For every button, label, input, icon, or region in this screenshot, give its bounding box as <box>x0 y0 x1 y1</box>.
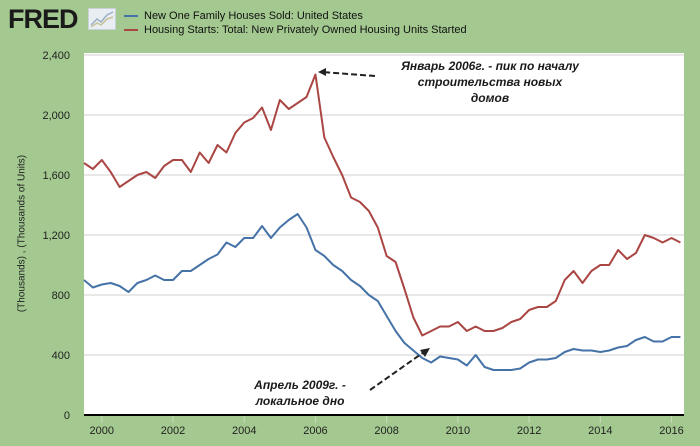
x-tick-label: 2014 <box>588 425 612 437</box>
legend-swatch-blue <box>124 15 138 18</box>
legend-item-houses-sold: New One Family Houses Sold: United State… <box>124 10 363 22</box>
peak-annotation-line: Январь 2006г. - пик по началу <box>401 59 579 73</box>
legend-item-housing-starts: Housing Starts: Total: New Privately Own… <box>124 24 467 36</box>
fred-logo: FRED <box>8 4 78 34</box>
peak-annotation-line: домов <box>470 91 510 105</box>
y-tick-label: 2,400 <box>42 50 70 62</box>
trough-arrowhead <box>420 348 430 357</box>
y-tick-label: 1,200 <box>42 230 70 242</box>
trough-annotation: Апрель 2009г. - локальное дно <box>230 377 370 409</box>
line-chart-icon <box>88 8 116 30</box>
peak-annotation-line: строительства новых <box>417 75 563 89</box>
trough-annotation-line: локальное дно <box>255 394 345 408</box>
y-tick-label: 2,000 <box>42 110 70 122</box>
x-tick-label: 2002 <box>161 425 185 437</box>
legend-label: Housing Starts: Total: New Privately Own… <box>144 24 467 36</box>
y-tick-label: 0 <box>64 410 70 422</box>
y-tick-label: 800 <box>52 290 70 302</box>
x-tick-label: 2006 <box>303 425 327 437</box>
x-tick-label: 2008 <box>374 425 398 437</box>
y-tick-label: 400 <box>52 350 70 362</box>
legend-label: New One Family Houses Sold: United State… <box>144 10 363 22</box>
trough-annotation-line: Апрель 2009г. - <box>254 378 346 392</box>
x-tick-label: 2016 <box>659 425 683 437</box>
trough-arrow <box>369 351 425 391</box>
x-tick-label: 2012 <box>517 425 541 437</box>
x-tick-label: 2000 <box>90 425 114 437</box>
plot-area <box>84 53 684 415</box>
legend-swatch-red <box>124 29 138 32</box>
x-tick-label: 2004 <box>232 425 256 437</box>
y-tick-label: 1,600 <box>42 170 70 182</box>
x-tick-label: 2010 <box>446 425 470 437</box>
peak-arrowhead <box>318 68 326 76</box>
peak-annotation: Январь 2006г. - пик по началу строительс… <box>370 58 610 106</box>
series-line-housing-starts <box>83 73 681 337</box>
series-line-houses-sold <box>83 213 681 371</box>
